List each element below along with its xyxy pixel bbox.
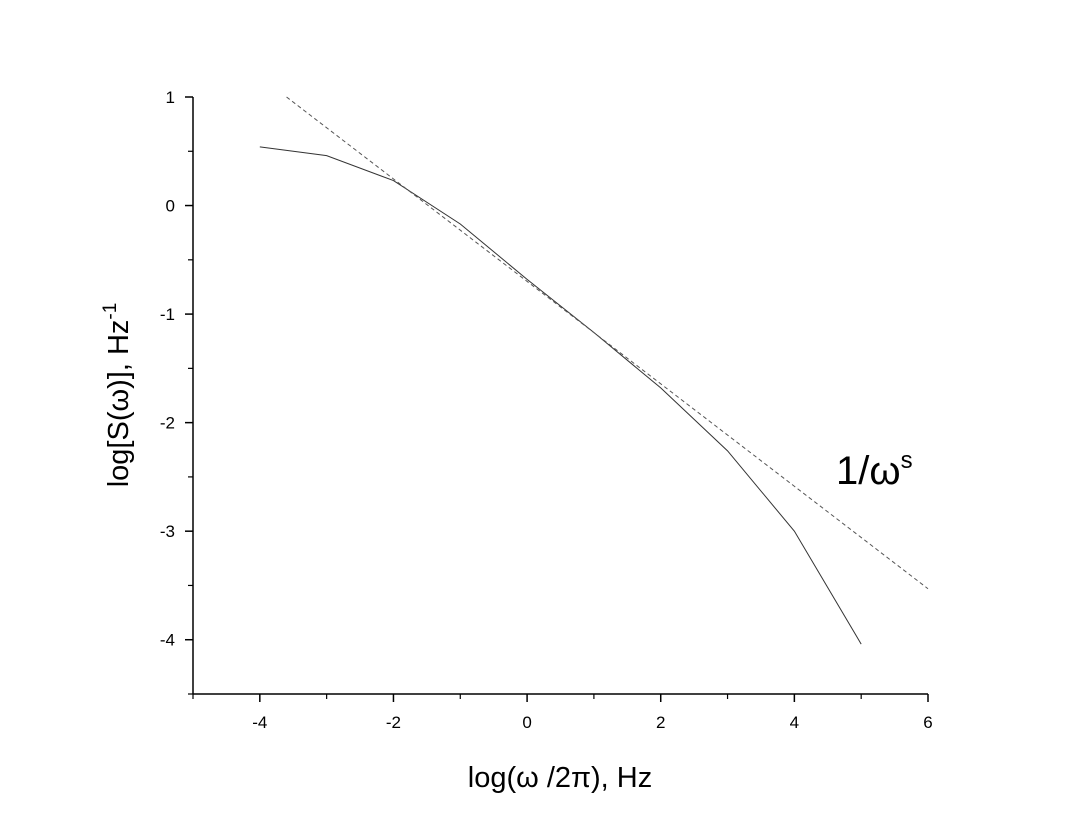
y-tick-label: 0: [166, 197, 175, 216]
y-tick-label: -2: [160, 414, 175, 433]
x-tick-label: -2: [386, 713, 401, 732]
x-tick-label: -4: [252, 713, 267, 732]
y-tick-label: 1: [166, 88, 175, 107]
x-tick-label: 6: [923, 713, 932, 732]
y-tick-label: -3: [160, 522, 175, 541]
data-line: [259, 146, 862, 645]
x-axis-title: log(ω /2π), Hz: [468, 762, 652, 794]
annotation: 1/ωs: [836, 447, 913, 493]
y-tick-label: -1: [160, 305, 175, 324]
x-tick-label: 2: [656, 713, 665, 732]
y-tick-label: -4: [160, 631, 175, 650]
annotation-sup: s: [901, 447, 913, 474]
y-axis-title-text: log[S(ω)], Hz: [103, 320, 135, 488]
x-tick-label: 0: [522, 713, 531, 732]
annotation-text: 1/ω: [836, 449, 901, 493]
y-axis-title-sup: -1: [100, 303, 121, 320]
x-tick-label: 4: [790, 713, 799, 732]
y-axis-title: log[S(ω)], Hz-1: [100, 303, 135, 488]
data-line: [286, 96, 929, 590]
